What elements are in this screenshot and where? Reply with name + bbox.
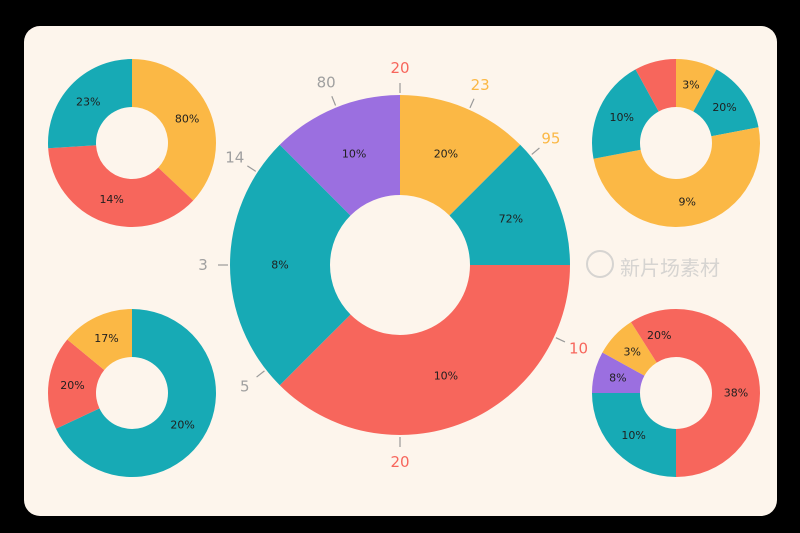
main-callout-6: 3 [198, 256, 208, 274]
main-slice-4 [279, 95, 400, 216]
bottom-right-slice-label-0: 38% [724, 387, 748, 400]
main-callout-tick-1 [469, 98, 475, 109]
main-callout-tick-7 [247, 165, 257, 172]
bottom-left-slice-label-0: 20% [170, 419, 194, 432]
top-right-slice-3 [591, 69, 659, 159]
main-callout-tick-2 [531, 147, 540, 155]
main-callout-7: 14 [225, 149, 244, 167]
main-callout-tick-5 [256, 370, 265, 378]
top-left-slice-2 [47, 59, 132, 149]
watermark: 新片场素材 [584, 248, 764, 282]
top-left-slice-label-0: 80% [175, 113, 199, 126]
main-slice-0 [400, 95, 521, 216]
main-slice-label-0: 20% [434, 148, 458, 161]
bottom-right-slice-1 [592, 393, 676, 477]
main-callout-1: 23 [471, 76, 490, 94]
watermark-text: 新片场素材 [620, 256, 720, 280]
top-left-slice-label-1: 14% [99, 193, 123, 206]
main-callout-2: 95 [541, 129, 560, 147]
bottom-left-slice-label-1: 20% [60, 379, 84, 392]
main-slice-label-1: 72% [499, 213, 523, 226]
bottom-left-slice-0 [55, 309, 216, 478]
top-right-slice-0 [676, 59, 717, 112]
main-slice-label-4: 10% [342, 148, 366, 161]
top-left-slice-label-2: 23% [76, 95, 100, 108]
bottom-left-slice-1 [47, 339, 105, 429]
top-right-slice-2 [593, 127, 760, 227]
top-right-slice-label-2: 9% [679, 195, 696, 208]
bottom-right-slice-label-1: 10% [621, 429, 645, 442]
main-callout-0: 20 [390, 59, 409, 77]
bottom-right-slice-3 [602, 322, 657, 376]
main-callout-tick-8 [331, 96, 337, 106]
top-left-slice-0 [132, 59, 217, 201]
watermark-logo-icon [586, 250, 614, 278]
top-left-slice-1 [48, 145, 194, 227]
main-callout-4: 20 [390, 453, 409, 471]
bottom-right-slice-0 [676, 309, 760, 477]
bottom-right-slice-label-2: 8% [609, 372, 626, 385]
top-right-slice-4 [635, 59, 676, 112]
main-callout-tick-3 [555, 337, 566, 343]
main-slice-1 [449, 144, 570, 265]
main-callout-3: 10 [569, 339, 588, 357]
main-slice-2 [279, 265, 570, 436]
bottom-right-donut-chart: 38% 10% 8% 3% 20% [592, 309, 760, 477]
main-slice-3 [229, 144, 351, 386]
main-donut-chart: 20% 72% 10% 8% 10% 20 23 95 10 20 5 3 14 80 [198, 59, 588, 471]
bottom-left-slice-2 [67, 309, 132, 371]
bottom-left-donut-chart: 20% 20% 17% [47, 309, 216, 478]
main-slice-label-2: 10% [434, 369, 458, 382]
top-right-slice-1 [693, 69, 759, 137]
top-right-slice-label-3: 10% [609, 111, 633, 124]
bottom-left-slice-label-2: 17% [94, 332, 118, 345]
top-right-donut-chart: 3% 20% 9% 10% [591, 59, 760, 227]
bottom-right-slice-4 [630, 309, 676, 363]
main-callout-8: 80 [317, 73, 336, 91]
top-right-slice-label-0: 3% [682, 78, 699, 91]
main-callout-5: 5 [240, 377, 250, 395]
bottom-right-slice-label-3: 3% [624, 345, 641, 358]
top-left-donut-chart: 80% 14% 23% [47, 59, 217, 227]
main-slice-label-3: 8% [271, 259, 288, 272]
bottom-right-slice-label-4: 20% [647, 329, 671, 342]
top-right-slice-label-1: 20% [712, 101, 736, 114]
bottom-right-slice-2 [592, 352, 645, 393]
